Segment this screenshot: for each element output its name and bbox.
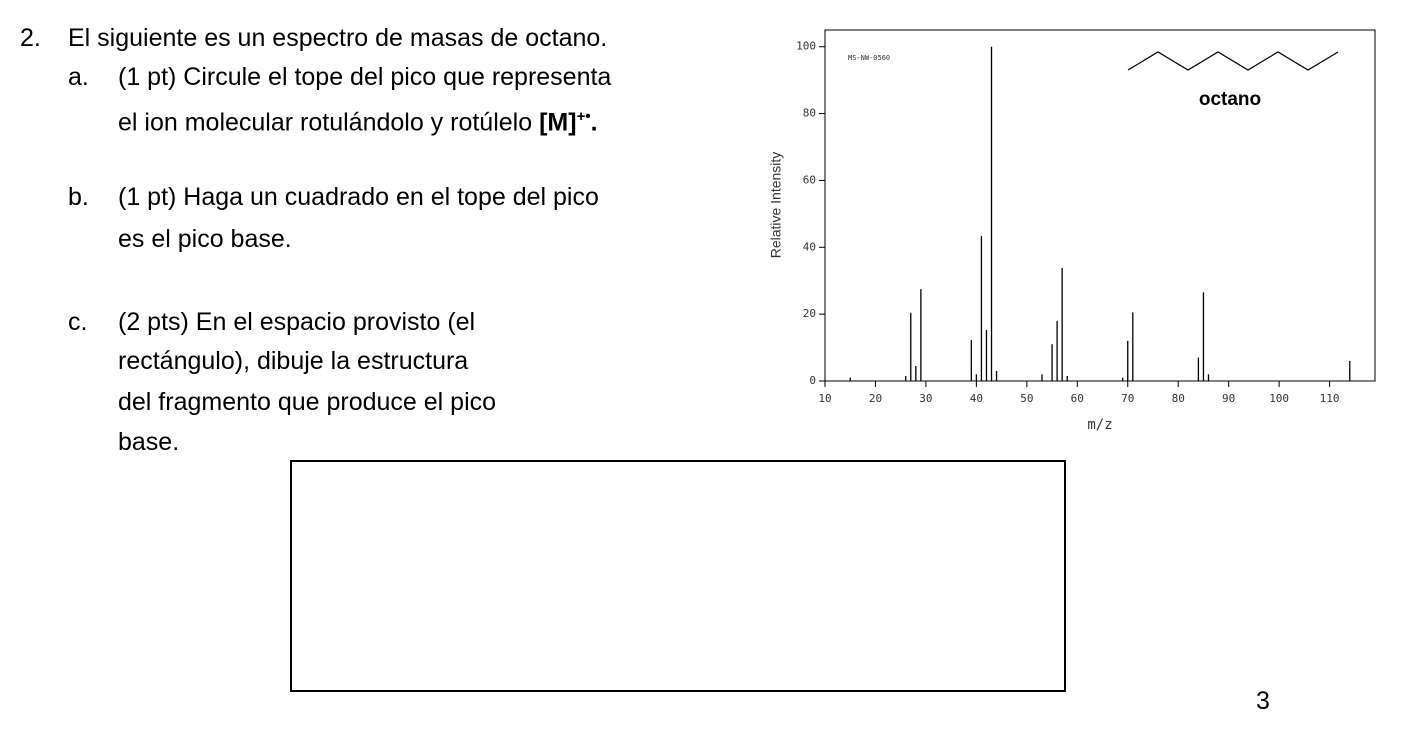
answer-box [290,460,1066,692]
x-tick-label: 100 [1269,392,1289,405]
item-text: (2 pts) En el espacio provisto (el [118,308,476,336]
y-tick-label: 60 [803,173,816,186]
y-tick-label: 100 [796,40,816,53]
item-text: (1 pt) Haga un cuadrado en el tope del p… [118,183,599,211]
ion-period: . [590,108,598,137]
x-axis-label: m/z [1087,417,1112,433]
x-tick-label: 10 [818,392,831,405]
y-tick-label: 0 [809,374,816,387]
y-axis-label: Relative Intensity [768,152,784,259]
y-tick-label: 80 [803,107,816,120]
x-tick-label: 50 [1020,392,1033,405]
item-text: base. [118,428,180,456]
annotation: MS-NW-0560 [848,54,890,62]
item-text: el ion molecular rotulándolo y rotúlelo [118,108,533,137]
item-text: del fragmento que produce el pico [118,388,497,416]
page-number: 3 [1256,687,1270,715]
x-tick-label: 110 [1320,392,1340,405]
octane-structure [1127,51,1339,71]
item-text: es el pico base. [118,225,292,253]
question-number: 2. [20,24,41,52]
question-text: El siguiente es un espectro de masas de … [68,24,608,52]
mass-spectrum: MS-NW-0560 octano Relative Intensity m/z… [768,29,1376,433]
x-tick-label: 70 [1121,392,1134,405]
y-tick-label: 20 [803,307,816,320]
item-text: (1 pt) Circule el tope del pico que repr… [118,63,612,91]
x-tick-label: 80 [1172,392,1185,405]
x-tick-label: 90 [1222,392,1235,405]
item-text-line: el ion molecular rotulándolo y rotúlelo … [118,102,598,137]
item-label: b. [68,183,89,211]
structure-label: octano [1199,89,1261,110]
x-tick-label: 60 [1071,392,1084,405]
y-tick-label: 40 [803,240,816,253]
item-label: c. [68,308,88,336]
x-tick-label: 20 [869,392,882,405]
ion-charge: +• [576,108,591,125]
x-tick-label: 30 [919,392,932,405]
x-tick-label: 40 [970,392,983,405]
ion-label: [M] [539,108,577,137]
plot-frame [824,29,1376,382]
item-text: rectángulo), dibuje la estructura [118,347,469,375]
item-label: a. [68,63,89,91]
